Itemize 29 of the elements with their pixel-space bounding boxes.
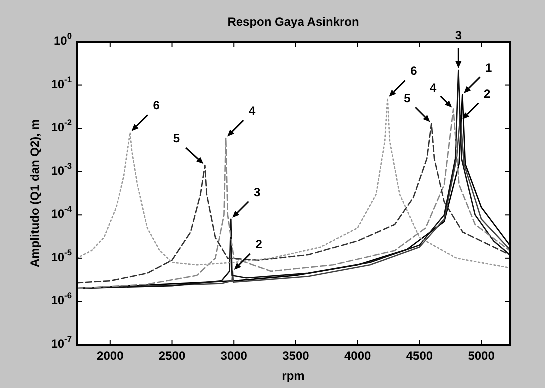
x-tick-label: 3000 <box>220 349 248 363</box>
annotation: 3 <box>455 28 462 43</box>
annotation: 4 <box>430 81 437 96</box>
y-tick-label: 10$^{-1}$ <box>51 74 72 92</box>
annotation: 6 <box>410 64 418 78</box>
x-tick-label: 4000 <box>344 349 372 363</box>
x-axis-title: rpm <box>282 369 305 383</box>
x-tick-label: 2000 <box>97 349 124 363</box>
y-tick-label: 10$^{-6}$ <box>51 290 72 308</box>
x-tick-label: 5000 <box>468 349 496 363</box>
annotation: 5 <box>173 132 180 146</box>
annotation: 2 <box>484 86 492 101</box>
y-axis-title: Amplitudo (Q1 dan Q2), m <box>28 119 42 268</box>
x-tick-label: 3500 <box>282 349 310 363</box>
y-tick-label: 10$^{0}$ <box>54 31 72 48</box>
y-tick-label: 10$^{-7}$ <box>51 334 72 352</box>
annotation: 5 <box>404 92 412 106</box>
annotation: 6 <box>153 98 160 113</box>
x-tick-label: 4500 <box>406 349 434 363</box>
annotation: 2 <box>256 237 263 252</box>
y-tick-label: 10$^{-4}$ <box>51 204 72 222</box>
annotation: 1 <box>486 60 493 75</box>
annotation: 4 <box>248 104 256 118</box>
x-tick-label: 2500 <box>158 349 186 363</box>
y-tick-label: 10$^{-2}$ <box>51 118 72 135</box>
y-tick-label: 10$^{-3}$ <box>51 161 72 178</box>
annotation: 3 <box>254 185 262 200</box>
chart-title: Respon Gaya Asinkron <box>228 15 360 29</box>
y-tick-label: 10$^{-5}$ <box>51 248 72 265</box>
